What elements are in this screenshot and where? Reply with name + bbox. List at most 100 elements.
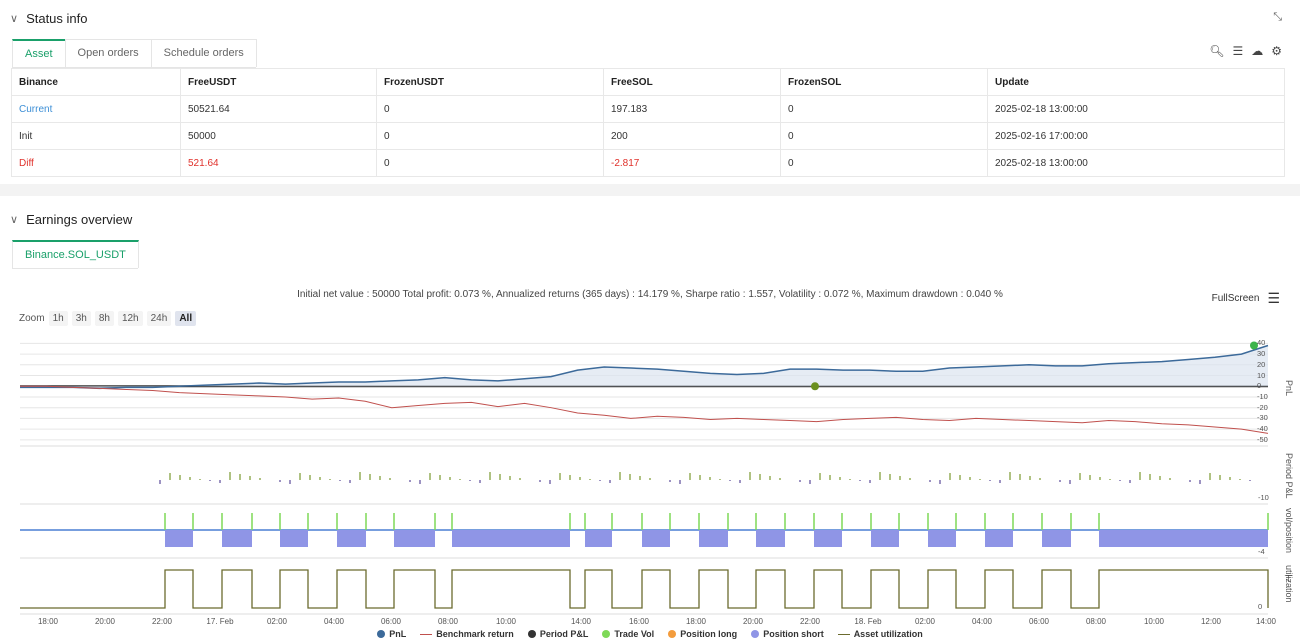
position-short-block bbox=[1099, 530, 1268, 547]
summary-text: Initial net value : 50000 Total profit: … bbox=[297, 289, 1003, 300]
x-tick-label: 02:00 bbox=[914, 617, 936, 626]
position-short-block bbox=[280, 530, 308, 547]
table-toolbar: 🔍︎ ☰ ☁ ⚙ bbox=[1209, 44, 1282, 58]
position-short-block bbox=[699, 530, 728, 547]
legend-item-utilization[interactable]: Asset utilization bbox=[837, 629, 923, 639]
legend-label: Benchmark return bbox=[436, 629, 514, 639]
legend-marker bbox=[527, 630, 536, 638]
earnings-title: Earnings overview bbox=[26, 212, 133, 227]
fullscreen-control[interactable]: FullScreen ☰ bbox=[1212, 290, 1280, 307]
zoom-all[interactable]: All bbox=[175, 311, 197, 326]
legend-item-position-short[interactable]: Position short bbox=[751, 629, 824, 639]
benchmark-line bbox=[20, 385, 1269, 434]
cell: 50000 bbox=[180, 122, 377, 150]
status-info-title: Status info bbox=[26, 11, 88, 26]
x-tick-label: 12:00 bbox=[1200, 617, 1222, 626]
list-icon[interactable]: ☰ bbox=[1232, 44, 1244, 58]
cell: -2.817 bbox=[603, 149, 781, 177]
earnings-header[interactable]: ∨ Earnings overview bbox=[10, 212, 132, 227]
position-short-block bbox=[814, 530, 842, 547]
x-tick-label: 20:00 bbox=[742, 617, 764, 626]
pnl-area bbox=[20, 345, 1268, 389]
x-tick-label: 06:00 bbox=[380, 617, 402, 626]
fullscreen-label[interactable]: FullScreen bbox=[1211, 293, 1260, 304]
chart-legend: PnL Benchmark return Period P&L Trade Vo… bbox=[0, 629, 1300, 639]
x-tick-label: 17. Feb bbox=[206, 617, 234, 626]
y-tick-label: -10 bbox=[1257, 391, 1268, 401]
vol-axis-title: vol/position bbox=[1284, 508, 1294, 554]
zoom-8h[interactable]: 8h bbox=[94, 311, 114, 326]
position-short-block bbox=[222, 530, 252, 547]
zoom-controls: Zoom 1h 3h 8h 12h 24h All bbox=[19, 311, 197, 326]
legend-item-benchmark[interactable]: Benchmark return bbox=[420, 629, 514, 639]
legend-marker bbox=[751, 630, 760, 638]
position-short-block bbox=[585, 530, 612, 547]
x-tick-label: 10:00 bbox=[1143, 617, 1165, 626]
position-short-block bbox=[1042, 530, 1071, 547]
cell: 521.64 bbox=[180, 149, 377, 177]
y-tick-label: -10 bbox=[1258, 493, 1269, 502]
y-tick-label: -20 bbox=[1257, 402, 1268, 412]
x-tick-label: 04:00 bbox=[971, 617, 993, 626]
tab-asset[interactable]: Asset bbox=[12, 39, 66, 67]
expand-icon[interactable]: ⤡ bbox=[1273, 11, 1282, 23]
cell: 0 bbox=[376, 149, 604, 177]
status-info-header[interactable]: ∨ Status info bbox=[10, 11, 88, 26]
zoom-3h[interactable]: 3h bbox=[71, 311, 91, 326]
status-tabs: Asset Open orders Schedule orders bbox=[12, 39, 257, 68]
pnl-axis-title: PnL bbox=[1284, 380, 1294, 397]
cell: 0 bbox=[376, 122, 604, 150]
menu-icon[interactable]: ☰ bbox=[1267, 290, 1280, 306]
gear-icon[interactable]: ⚙ bbox=[1271, 44, 1282, 58]
zoom-1h[interactable]: 1h bbox=[48, 311, 68, 326]
tab-schedule-orders[interactable]: Schedule orders bbox=[150, 39, 257, 67]
earnings-chart[interactable] bbox=[0, 330, 1300, 630]
row-label: Diff bbox=[11, 149, 181, 177]
zoom-24h[interactable]: 24h bbox=[146, 311, 172, 326]
table-header-row: Binance FreeUSDT FrozenUSDT FreeSOL Froz… bbox=[11, 68, 1285, 96]
y-tick-label: 30 bbox=[1257, 349, 1266, 359]
x-tick-label: 16:00 bbox=[628, 617, 650, 626]
col-header: FrozenUSDT bbox=[376, 68, 604, 96]
cell: 50521.64 bbox=[180, 95, 377, 123]
cell: 0 bbox=[780, 122, 988, 150]
chevron-down-icon[interactable]: ∨ bbox=[10, 214, 19, 226]
table-row: Init 50000 0 200 0 2025-02-16 17:00:00 bbox=[11, 122, 1285, 150]
cell: 0 bbox=[780, 95, 988, 123]
col-header: Update bbox=[987, 68, 1285, 96]
search-icon[interactable]: 🔍︎ bbox=[1209, 44, 1225, 58]
legend-label: Period P&L bbox=[539, 629, 589, 639]
col-header: Binance bbox=[11, 68, 181, 96]
row-label: Current bbox=[11, 95, 181, 123]
legend-marker bbox=[837, 633, 850, 635]
table-row: Current 50521.64 0 197.183 0 2025-02-18 … bbox=[11, 95, 1285, 123]
legend-item-position-long[interactable]: Position long bbox=[668, 629, 737, 639]
x-tick-label: 10:00 bbox=[495, 617, 517, 626]
legend-item-trade-vol[interactable]: Trade Vol bbox=[602, 629, 654, 639]
cell: 2025-02-18 13:00:00 bbox=[987, 95, 1285, 123]
position-short-block bbox=[337, 530, 366, 547]
x-tick-label: 18:00 bbox=[685, 617, 707, 626]
x-tick-label: 02:00 bbox=[266, 617, 288, 626]
row-label: Init bbox=[11, 122, 181, 150]
legend-item-period[interactable]: Period P&L bbox=[527, 629, 589, 639]
zoom-label: Zoom bbox=[19, 313, 45, 324]
tab-sol-usdt[interactable]: Binance.SOL_USDT bbox=[12, 240, 139, 268]
legend-marker bbox=[377, 630, 386, 638]
reset-zoom-icon[interactable]: ⊤ bbox=[1284, 574, 1293, 585]
legend-label: PnL bbox=[389, 629, 407, 639]
cell: 200 bbox=[603, 122, 781, 150]
y-tick-label: 0 bbox=[1257, 381, 1262, 391]
y-tick-label: 0 bbox=[1258, 602, 1263, 611]
x-tick-label: 04:00 bbox=[323, 617, 345, 626]
chevron-down-icon[interactable]: ∨ bbox=[10, 13, 19, 25]
tab-open-orders[interactable]: Open orders bbox=[64, 39, 152, 67]
legend-item-pnl[interactable]: PnL bbox=[377, 629, 406, 639]
legend-marker bbox=[420, 633, 433, 635]
position-short-block bbox=[452, 530, 570, 547]
position-short-block bbox=[165, 530, 193, 547]
zoom-12h[interactable]: 12h bbox=[117, 311, 143, 326]
x-tick-label: 20:00 bbox=[94, 617, 116, 626]
cloud-upload-icon[interactable]: ☁ bbox=[1251, 44, 1264, 58]
position-short-block bbox=[928, 530, 956, 547]
